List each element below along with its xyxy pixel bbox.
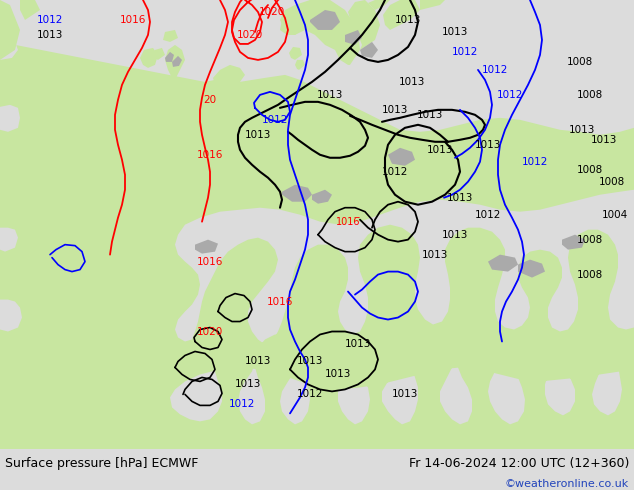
Text: 1012: 1012 (497, 90, 523, 100)
Polygon shape (20, 0, 40, 20)
Text: 1020: 1020 (237, 30, 263, 40)
Polygon shape (518, 260, 545, 278)
Text: 1016: 1016 (197, 257, 223, 267)
Text: 1013: 1013 (447, 193, 473, 203)
Polygon shape (312, 190, 332, 204)
Text: 1013: 1013 (325, 369, 351, 379)
Text: 1013: 1013 (475, 140, 501, 150)
Polygon shape (195, 240, 218, 254)
Text: 1013: 1013 (417, 110, 443, 120)
Text: 1013: 1013 (569, 125, 595, 135)
Text: 1013: 1013 (392, 390, 418, 399)
Text: ©weatheronline.co.uk: ©weatheronline.co.uk (505, 479, 629, 489)
Text: 1008: 1008 (577, 165, 603, 175)
Polygon shape (345, 30, 362, 45)
Text: 1016: 1016 (267, 296, 293, 307)
Text: Fr 14-06-2024 12:00 UTC (12+360): Fr 14-06-2024 12:00 UTC (12+360) (409, 457, 629, 470)
Text: 1016̅: 1016̅ (336, 217, 360, 227)
Text: 1012: 1012 (382, 167, 408, 177)
Text: 1013: 1013 (235, 379, 261, 390)
Polygon shape (348, 0, 380, 50)
Text: 1013: 1013 (395, 15, 421, 25)
Text: 1013: 1013 (442, 27, 468, 37)
Polygon shape (165, 52, 174, 62)
Text: 1013: 1013 (345, 340, 371, 349)
Text: 1013: 1013 (427, 145, 453, 155)
Polygon shape (388, 148, 415, 166)
Text: 1013: 1013 (37, 30, 63, 40)
Text: 1008: 1008 (577, 235, 603, 245)
Text: 1016: 1016 (120, 15, 146, 25)
Text: 1008: 1008 (599, 177, 625, 187)
Polygon shape (368, 0, 390, 10)
Text: 1012: 1012 (262, 115, 288, 125)
Text: 1013: 1013 (297, 356, 323, 367)
Polygon shape (295, 60, 305, 70)
Polygon shape (190, 80, 220, 102)
Text: 1013: 1013 (422, 249, 448, 260)
Text: 1012: 1012 (229, 399, 256, 410)
Text: 1020: 1020 (259, 7, 285, 17)
Text: Surface pressure [hPa] ECMWF: Surface pressure [hPa] ECMWF (5, 457, 198, 470)
Text: 1013: 1013 (591, 135, 617, 145)
Polygon shape (140, 48, 158, 68)
Polygon shape (289, 47, 302, 60)
Polygon shape (280, 0, 360, 65)
Polygon shape (163, 30, 178, 42)
Text: 1013: 1013 (382, 105, 408, 115)
Text: 1012: 1012 (475, 210, 501, 220)
Polygon shape (310, 10, 340, 30)
Text: 20: 20 (204, 95, 217, 105)
Text: 1012: 1012 (297, 390, 323, 399)
Text: 1012: 1012 (482, 65, 508, 75)
Text: 1012: 1012 (452, 47, 478, 57)
Polygon shape (0, 0, 20, 60)
Text: 1016: 1016 (197, 150, 223, 160)
Text: 1013: 1013 (317, 90, 343, 100)
Polygon shape (172, 56, 182, 67)
Text: 1012: 1012 (522, 157, 548, 167)
Polygon shape (213, 65, 245, 92)
Text: 1012: 1012 (37, 15, 63, 25)
Text: 1008: 1008 (577, 270, 603, 280)
Polygon shape (282, 185, 312, 202)
Text: 1008: 1008 (577, 90, 603, 100)
Polygon shape (308, 0, 325, 6)
Text: 1020: 1020 (197, 326, 223, 337)
Text: 1008: 1008 (567, 57, 593, 67)
Text: 1004: 1004 (602, 210, 628, 220)
Polygon shape (488, 255, 518, 271)
Polygon shape (383, 0, 420, 30)
Polygon shape (152, 48, 165, 60)
Polygon shape (0, 40, 634, 449)
Polygon shape (280, 15, 300, 35)
Text: 1013: 1013 (442, 230, 468, 240)
Polygon shape (420, 0, 445, 10)
Text: 1013: 1013 (399, 77, 425, 87)
Polygon shape (165, 45, 185, 80)
Text: 1013: 1013 (245, 356, 271, 367)
Text: 1013: 1013 (245, 130, 271, 140)
Polygon shape (360, 42, 378, 58)
Polygon shape (562, 235, 585, 249)
